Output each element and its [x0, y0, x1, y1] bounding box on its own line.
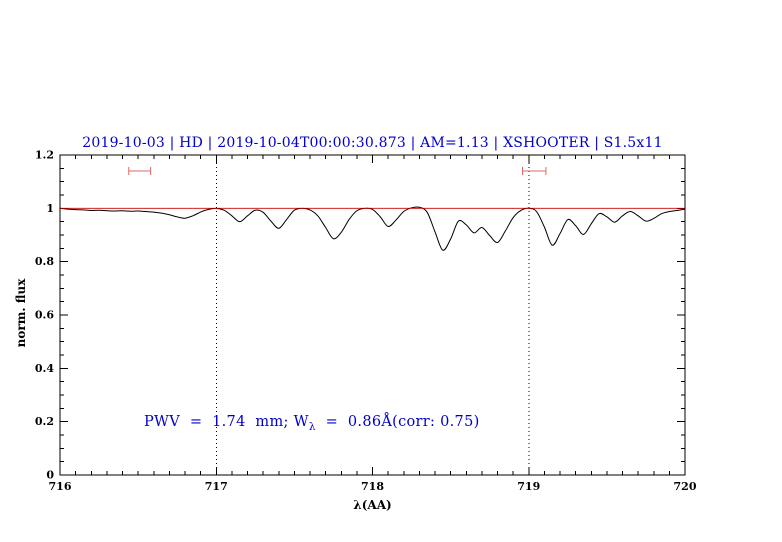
x-axis-label: λ(AA)	[353, 498, 392, 512]
y-tick-label: 0.2	[35, 415, 54, 428]
y-tick-label: 0.8	[35, 255, 54, 268]
spectrum-line	[59, 206, 686, 251]
y-tick-label: 1.2	[35, 149, 54, 162]
x-tick-label: 717	[205, 480, 228, 493]
y-tick-label: 0.4	[35, 362, 54, 375]
plot-title: 2019-10-03 | HD | 2019-10-04T00:00:30.87…	[82, 135, 663, 151]
pwv-annotation-subscript: λ	[308, 420, 316, 433]
x-tick-label: 718	[361, 480, 384, 493]
pwv-annotation: PWV = 1.74 mm; Wλ = 0.86Å(corr: 0.75)	[144, 414, 480, 433]
plot-frame	[59, 154, 686, 476]
y-tick-label: 0.6	[35, 309, 54, 322]
pwv-annotation-text-2: = 0.86Å(corr: 0.75)	[315, 414, 480, 430]
x-tick-label: 720	[674, 480, 697, 493]
x-tick-label: 719	[517, 480, 540, 493]
x-tick-label: 716	[49, 480, 72, 493]
y-tick-label: 0	[46, 469, 54, 482]
y-tick-label: 1	[46, 202, 54, 215]
pwv-annotation-text: PWV = 1.74 mm; W	[144, 414, 309, 430]
